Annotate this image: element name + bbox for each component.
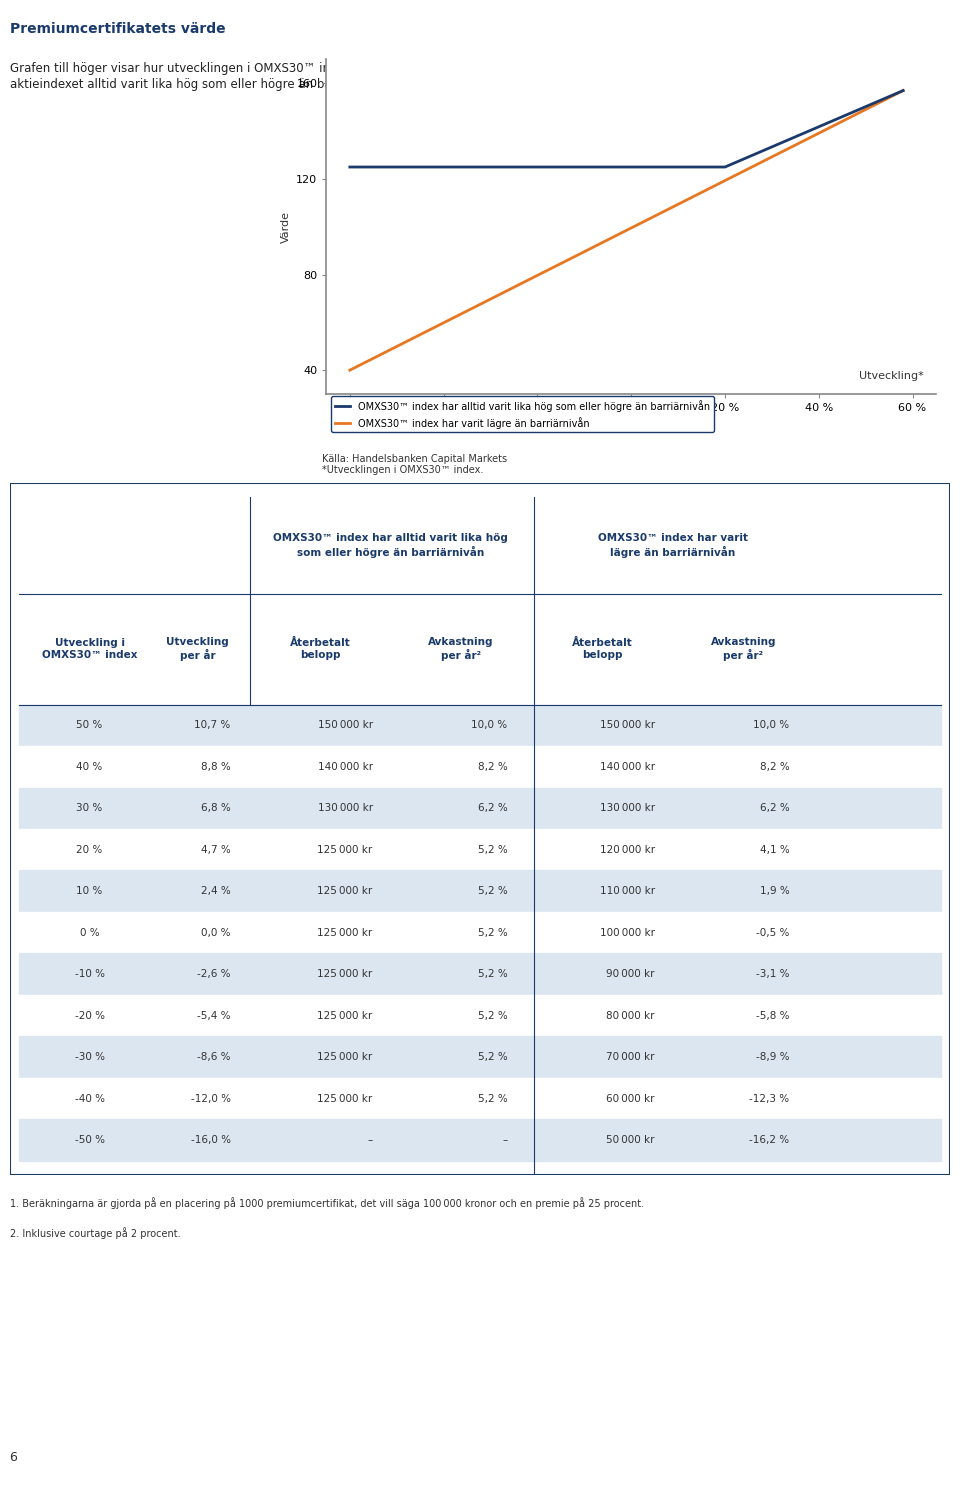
Text: 1,9 %: 1,9 % [759,886,789,897]
Text: 0,0 %: 0,0 % [202,928,230,938]
Text: 70 000 kr: 70 000 kr [607,1053,655,1062]
Bar [19,1078,941,1120]
Text: 10,0 %: 10,0 % [471,720,507,730]
Text: -20 %: -20 % [75,1011,105,1020]
Text: 90 000 kr: 90 000 kr [607,970,655,980]
Text: 10,0 %: 10,0 % [754,720,789,730]
Text: Utveckling*: Utveckling* [859,370,924,381]
Text: Så här kan det bli¹: Så här kan det bli¹ [19,458,149,471]
Text: Återbetalt
belopp: Återbetalt belopp [290,638,350,660]
Text: 150 000 kr: 150 000 kr [600,720,655,730]
Bar [19,705,941,746]
Text: –: – [502,1135,507,1145]
Text: Premiumcertifikatets värde: Premiumcertifikatets värde [10,22,226,36]
Text: 110 000 kr: 110 000 kr [600,886,655,897]
Text: 30 %: 30 % [77,803,103,813]
Text: 6,2 %: 6,2 % [477,803,507,813]
Text: 8,8 %: 8,8 % [201,761,230,772]
Text: 125 000 kr: 125 000 kr [318,886,372,897]
Text: 125 000 kr: 125 000 kr [318,1093,372,1103]
Text: 130 000 kr: 130 000 kr [600,803,655,813]
Text: 8,2 %: 8,2 % [759,761,789,772]
Text: 6: 6 [10,1451,17,1463]
Text: 20 %: 20 % [77,845,103,855]
Bar [19,746,941,788]
Text: 40 %: 40 % [77,761,103,772]
Text: 50 000 kr: 50 000 kr [607,1135,655,1145]
Bar [19,1036,941,1078]
Text: 2. Inklusive courtage på 2 procent.: 2. Inklusive courtage på 2 procent. [10,1227,180,1239]
Text: 60 000 kr: 60 000 kr [607,1093,655,1103]
Text: 5,2 %: 5,2 % [477,1093,507,1103]
Text: 100 000 kr: 100 000 kr [600,928,655,938]
Text: -16,0 %: -16,0 % [191,1135,230,1145]
Text: -12,3 %: -12,3 % [750,1093,789,1103]
Text: 5,2 %: 5,2 % [477,1011,507,1020]
Text: 125 000 kr: 125 000 kr [318,1011,372,1020]
Text: 10 %: 10 % [77,886,103,897]
Text: -8,6 %: -8,6 % [197,1053,230,1062]
Text: 4,7 %: 4,7 % [201,845,230,855]
Text: Utveckling
per år: Utveckling per år [166,636,229,662]
Text: -40 %: -40 % [75,1093,105,1103]
Text: 5,2 %: 5,2 % [477,970,507,980]
Text: 125 000 kr: 125 000 kr [318,970,372,980]
Text: 10,7 %: 10,7 % [195,720,230,730]
Text: -5,8 %: -5,8 % [756,1011,789,1020]
Text: –: – [368,1135,372,1145]
Text: 8,2 %: 8,2 % [477,761,507,772]
Text: -0,5 %: -0,5 % [756,928,789,938]
Text: 125 000 kr: 125 000 kr [318,845,372,855]
Bar [19,788,941,830]
Bar [19,995,941,1036]
Bar [19,870,941,912]
Legend: OMXS30™ index har alltid varit lika hög som eller högre än barriärnivån, OMXS30™: OMXS30™ index har alltid varit lika hög … [331,396,713,433]
Text: -30 %: -30 % [75,1053,105,1062]
Text: -50 %: -50 % [75,1135,105,1145]
Bar [19,953,941,995]
Text: Utveckling i
OMXS30™ index: Utveckling i OMXS30™ index [42,638,137,660]
Text: -5,4 %: -5,4 % [197,1011,230,1020]
Text: Premiumcertifikatets värde: Premiumcertifikatets värde [327,27,535,40]
Text: Avkastning
per år²: Avkastning per år² [428,636,494,662]
Text: 125 000 kr: 125 000 kr [318,928,372,938]
Bar [19,1120,941,1161]
Text: 6,2 %: 6,2 % [759,803,789,813]
Text: 5,2 %: 5,2 % [477,928,507,938]
Text: 80 000 kr: 80 000 kr [607,1011,655,1020]
Bar [19,830,941,870]
Text: 140 000 kr: 140 000 kr [318,761,372,772]
Text: 0 %: 0 % [80,928,100,938]
Text: 150 000 kr: 150 000 kr [318,720,372,730]
Text: 5,2 %: 5,2 % [477,845,507,855]
Text: 130 000 kr: 130 000 kr [318,803,372,813]
Text: 2,4 %: 2,4 % [201,886,230,897]
Y-axis label: Värde: Värde [280,211,291,242]
Text: Källa: Handelsbanken Capital Markets
*Utvecklingen i OMXS30™ index.: Källa: Handelsbanken Capital Markets *Ut… [322,454,507,476]
Text: 4,1 %: 4,1 % [759,845,789,855]
Text: 5,2 %: 5,2 % [477,1053,507,1062]
Text: -16,2 %: -16,2 % [750,1135,789,1145]
Text: -12,0 %: -12,0 % [191,1093,230,1103]
Bar [19,912,941,953]
Text: OMXS30™ index har alltid varit lika hög
som eller högre än barriärnivån: OMXS30™ index har alltid varit lika hög … [274,534,508,558]
Text: Grafen till höger visar hur utvecklingen i OMXS30™ index påverkar premiumcertifi: Grafen till höger visar hur utvecklingen… [10,61,887,91]
Text: -10 %: -10 % [75,970,105,980]
Text: Avkastning
per år²: Avkastning per år² [710,636,777,662]
Text: -2,6 %: -2,6 % [197,970,230,980]
Text: 1. Beräkningarna är gjorda på en placering på 1000 premiumcertifikat, det vill s: 1. Beräkningarna är gjorda på en placeri… [10,1197,644,1209]
Text: 50 %: 50 % [77,720,103,730]
Text: 6,8 %: 6,8 % [201,803,230,813]
Text: OMXS30™ index har varit
lägre än barriärnivån: OMXS30™ index har varit lägre än barriär… [598,534,748,558]
Text: 125 000 kr: 125 000 kr [318,1053,372,1062]
Text: -3,1 %: -3,1 % [756,970,789,980]
Text: 140 000 kr: 140 000 kr [600,761,655,772]
Text: 120 000 kr: 120 000 kr [600,845,655,855]
Text: 5,2 %: 5,2 % [477,886,507,897]
Text: Återbetalt
belopp: Återbetalt belopp [572,638,633,660]
Text: -8,9 %: -8,9 % [756,1053,789,1062]
